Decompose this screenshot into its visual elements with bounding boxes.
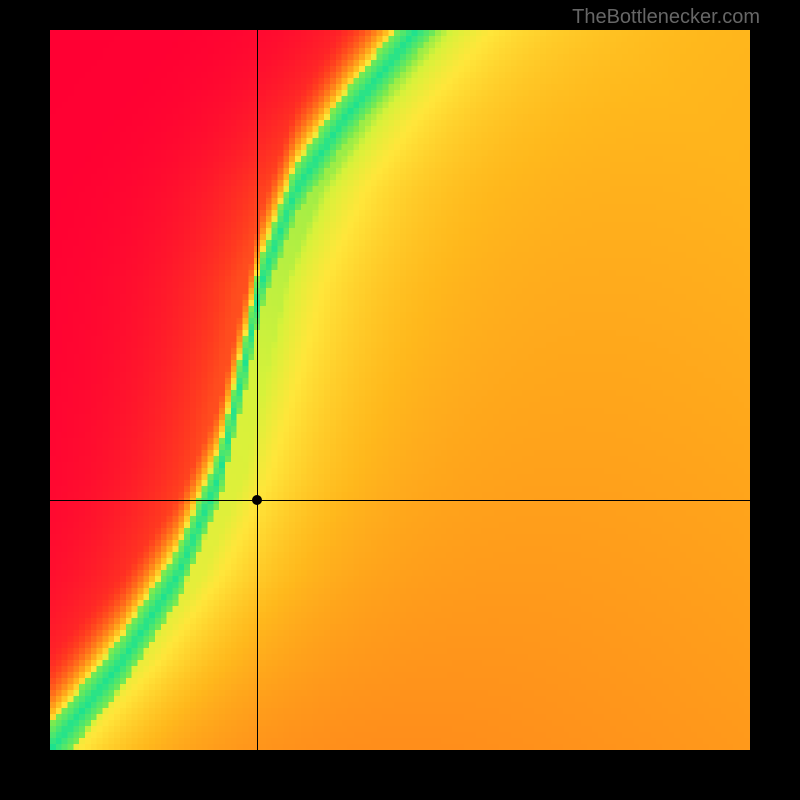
crosshair-vertical — [257, 30, 258, 750]
selected-point-marker — [252, 495, 262, 505]
heatmap-canvas — [50, 30, 750, 750]
crosshair-horizontal — [50, 500, 750, 501]
bottleneck-heatmap — [50, 30, 750, 750]
watermark: TheBottlenecker.com — [572, 6, 760, 29]
